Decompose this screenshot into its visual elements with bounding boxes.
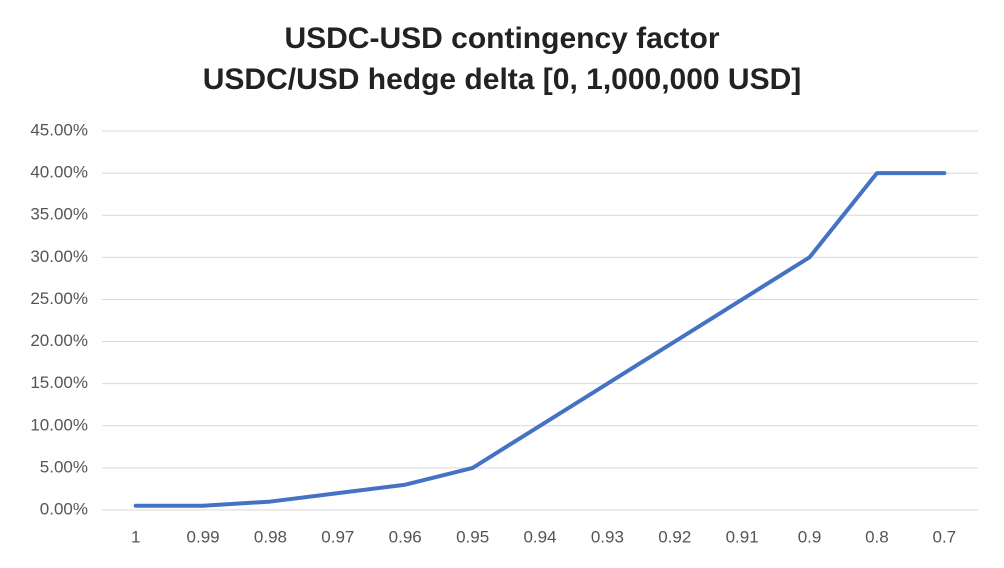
y-tick-label: 45.00% <box>30 120 88 139</box>
y-tick-label: 5.00% <box>40 457 88 476</box>
x-tick-label: 0.98 <box>254 527 287 546</box>
x-tick-label: 0.96 <box>389 527 422 546</box>
x-tick-label: 0.91 <box>726 527 759 546</box>
x-tick-label: 0.9 <box>798 527 822 546</box>
chart-subtitle: USDC/USD hedge delta [0, 1,000,000 USD] <box>203 63 802 96</box>
y-tick-label: 30.00% <box>30 247 88 266</box>
x-tick-label: 0.99 <box>187 527 220 546</box>
x-tick-label: 0.97 <box>321 527 354 546</box>
x-tick-label: 0.8 <box>865 527 889 546</box>
x-tick-label: 1 <box>131 527 140 546</box>
x-tick-label: 0.7 <box>932 527 956 546</box>
x-tick-label: 0.92 <box>658 527 691 546</box>
chart-title: USDC-USD contingency factor <box>284 22 719 55</box>
y-tick-label: 25.00% <box>30 289 88 308</box>
y-tick-label: 35.00% <box>30 205 88 224</box>
y-tick-label: 0.00% <box>40 499 88 518</box>
y-tick-label: 10.00% <box>30 415 88 434</box>
line-series <box>133 171 947 508</box>
y-tick-label: 40.00% <box>30 163 88 182</box>
x-tick-label: 0.95 <box>456 527 489 546</box>
x-tick-label: 0.94 <box>523 527 556 546</box>
y-tick-label: 15.00% <box>30 373 88 392</box>
y-tick-label: 20.00% <box>30 331 88 350</box>
x-tick-label: 0.93 <box>591 527 624 546</box>
